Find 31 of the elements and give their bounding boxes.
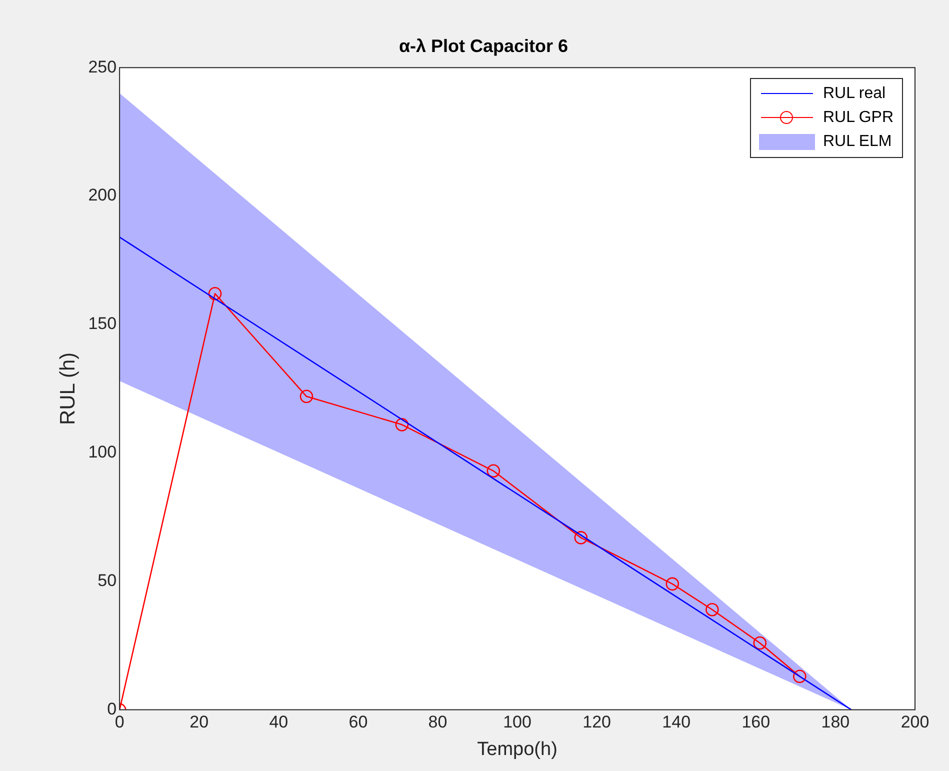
legend-label: RUL real (823, 84, 886, 103)
y-axis-title: RUL (h) (56, 352, 80, 426)
x-tick-label: 180 (821, 712, 850, 732)
point (753, 636, 767, 650)
point (208, 287, 222, 300)
point (574, 531, 588, 544)
x-tick-label: 20 (190, 712, 209, 732)
x-tick-label: 140 (662, 712, 691, 732)
x-tick-label: 160 (742, 712, 770, 732)
y-tick-label: 50 (98, 571, 117, 590)
legend-label: RUL ELM (823, 132, 892, 151)
x-tick-label: 40 (269, 712, 288, 732)
chart-title: α-λ Plot Capacitor 6 (398, 36, 568, 56)
point (666, 577, 680, 591)
point (793, 670, 806, 684)
point (706, 602, 719, 616)
y-tick-label: 200 (88, 186, 117, 205)
y-tick-label: 150 (88, 314, 117, 334)
y-tick-label: 0 (107, 699, 117, 718)
x-axis-title: Tempo(h) (477, 738, 558, 760)
x-tick-label: 80 (428, 712, 448, 732)
x-tick-label: 100 (503, 712, 532, 732)
legend-label: RUL GPR (823, 108, 894, 127)
y-tick-label: 250 (88, 57, 117, 76)
point (486, 464, 500, 478)
point (300, 390, 314, 404)
x-tick-label: 200 (900, 712, 930, 732)
x-tick-label: 60 (348, 712, 368, 732)
y-tick-label: 100 (88, 442, 117, 462)
point (395, 418, 409, 432)
x-tick-label: 120 (582, 712, 612, 732)
